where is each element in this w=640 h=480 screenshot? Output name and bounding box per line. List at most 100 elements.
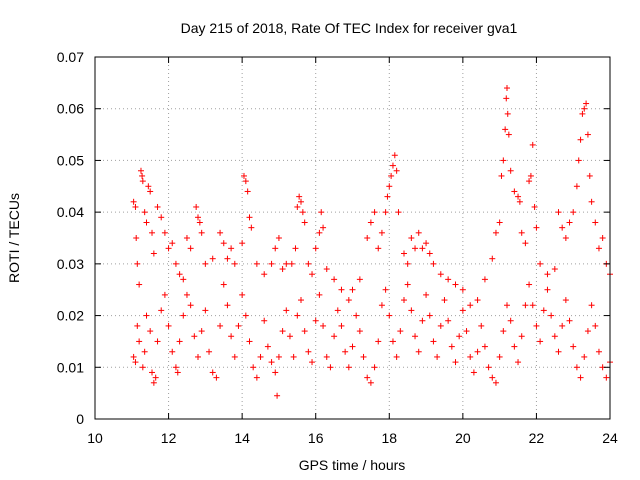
data-point: [224, 302, 231, 309]
data-point: [533, 322, 540, 329]
data-point: [401, 250, 407, 257]
data-point: [165, 322, 172, 329]
data-point: [136, 281, 143, 288]
data-point: [463, 328, 470, 335]
data-point: [158, 307, 165, 314]
data-point: [299, 209, 306, 216]
data-point: [504, 110, 511, 117]
data-point: [224, 255, 231, 262]
data-point: [139, 364, 146, 371]
data-point: [130, 353, 137, 360]
data-point: [426, 312, 433, 319]
data-point: [275, 235, 282, 241]
data-point: [183, 291, 190, 298]
data-point: [305, 348, 312, 355]
data-point: [375, 245, 382, 252]
data-point: [301, 219, 308, 226]
data-point: [209, 255, 216, 262]
data-point: [220, 240, 227, 247]
data-point: [481, 276, 488, 283]
data-point: [176, 338, 183, 345]
data-point: [242, 178, 249, 185]
data-point: [242, 312, 249, 319]
data-point: [470, 369, 477, 376]
data-point: [389, 338, 396, 345]
data-point: [389, 162, 396, 169]
data-point: [158, 214, 165, 221]
data-point: [570, 209, 577, 216]
data-point: [393, 353, 400, 360]
data-point: [268, 260, 275, 267]
y-axis-label: ROTI / TECUs: [6, 193, 22, 283]
data-point: [275, 353, 282, 360]
data-point: [603, 374, 610, 381]
data-point: [456, 333, 463, 340]
data-point: [474, 348, 481, 355]
x-tick-label: 16: [308, 430, 324, 446]
data-point: [408, 235, 415, 241]
data-point: [132, 203, 139, 210]
data-point: [375, 338, 382, 345]
data-point: [193, 203, 200, 210]
y-tick-label: 0: [76, 411, 84, 427]
x-axis-label: GPS time / hours: [299, 457, 406, 473]
data-point: [133, 235, 140, 241]
data-point: [515, 193, 522, 200]
data-point: [548, 312, 555, 319]
data-point: [498, 172, 505, 179]
data-point: [143, 312, 150, 319]
data-point: [459, 307, 466, 314]
data-point: [526, 178, 533, 185]
data-point: [161, 229, 168, 236]
data-point: [434, 353, 441, 360]
data-point: [544, 271, 551, 278]
data-point: [492, 379, 499, 386]
data-point: [198, 328, 205, 335]
data-point: [378, 229, 385, 236]
data-point: [345, 297, 352, 304]
data-point: [338, 286, 345, 293]
data-point: [518, 333, 525, 340]
data-point: [511, 188, 518, 195]
data-point: [566, 219, 573, 226]
data-point: [248, 224, 255, 231]
data-point: [244, 188, 251, 195]
data-point: [391, 152, 398, 159]
data-point: [522, 302, 529, 309]
data-point: [437, 271, 444, 278]
data-point: [489, 374, 496, 381]
data-point: [283, 260, 290, 267]
data-point: [502, 126, 509, 133]
data-point: [174, 369, 181, 376]
data-point: [562, 235, 569, 241]
data-point: [555, 209, 562, 216]
data-point: [527, 172, 534, 179]
data-point: [371, 364, 378, 371]
x-tick-label: 22: [529, 430, 545, 446]
data-point: [515, 359, 522, 366]
data-point: [599, 235, 606, 241]
data-point: [195, 353, 201, 360]
data-point: [551, 333, 558, 340]
y-tick-label: 0.04: [57, 204, 84, 220]
data-point: [323, 353, 330, 360]
data-point: [240, 172, 247, 179]
y-tick-label: 0.01: [57, 359, 84, 375]
data-point: [316, 291, 323, 298]
data-point: [279, 266, 286, 273]
data-point: [555, 348, 562, 355]
data-point: [246, 214, 253, 221]
data-point: [301, 328, 308, 335]
data-point: [139, 172, 146, 179]
data-point: [551, 266, 558, 273]
data-point: [342, 348, 349, 355]
data-point: [349, 343, 356, 350]
data-point: [327, 364, 334, 371]
data-point: [312, 317, 319, 324]
data-point: [132, 359, 139, 366]
data-point: [134, 260, 141, 267]
data-point: [152, 374, 159, 381]
data-point: [397, 328, 404, 335]
data-point: [147, 328, 154, 335]
data-point: [246, 338, 253, 345]
